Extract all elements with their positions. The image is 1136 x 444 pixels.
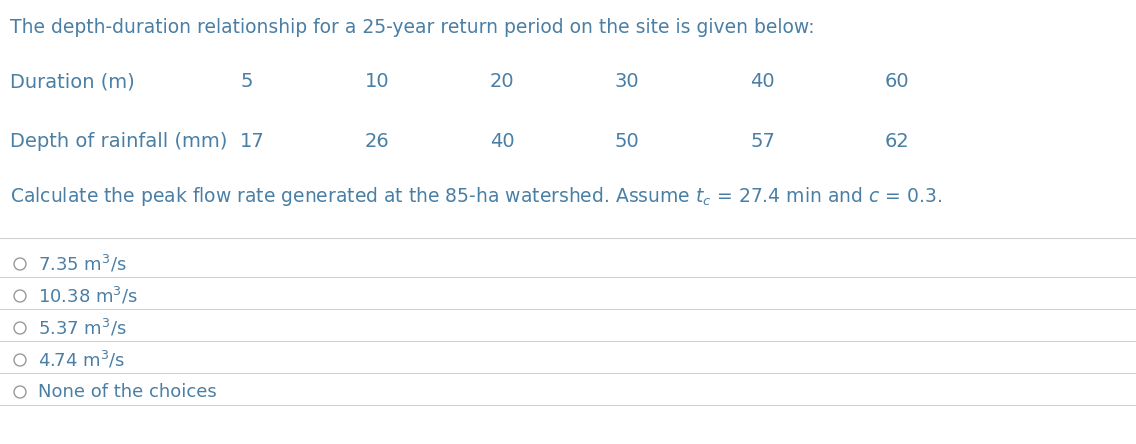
Text: 40: 40 (750, 72, 775, 91)
Text: 20: 20 (490, 72, 515, 91)
Text: The depth-duration relationship for a 25-year return period on the site is given: The depth-duration relationship for a 25… (10, 18, 815, 37)
Text: 30: 30 (615, 72, 640, 91)
Text: None of the choices: None of the choices (37, 383, 217, 401)
Text: Depth of rainfall (mm): Depth of rainfall (mm) (10, 132, 227, 151)
Text: 26: 26 (365, 132, 390, 151)
Text: 17: 17 (240, 132, 265, 151)
Text: 7.35 m$^3$/s: 7.35 m$^3$/s (37, 254, 126, 274)
Text: 4.74 m$^3$/s: 4.74 m$^3$/s (37, 349, 125, 371)
Text: 10: 10 (365, 72, 390, 91)
Text: Calculate the peak flow rate generated at the 85-ha watershed. Assume $t_c$ = 27: Calculate the peak flow rate generated a… (10, 185, 942, 208)
Text: 60: 60 (885, 72, 910, 91)
Text: 10.38 m$^3$/s: 10.38 m$^3$/s (37, 285, 137, 306)
Text: 40: 40 (490, 132, 515, 151)
Text: 50: 50 (615, 132, 640, 151)
Text: Duration (m): Duration (m) (10, 72, 135, 91)
Text: 57: 57 (750, 132, 775, 151)
Text: 62: 62 (885, 132, 910, 151)
Text: 5: 5 (240, 72, 252, 91)
Text: 5.37 m$^3$/s: 5.37 m$^3$/s (37, 317, 126, 339)
